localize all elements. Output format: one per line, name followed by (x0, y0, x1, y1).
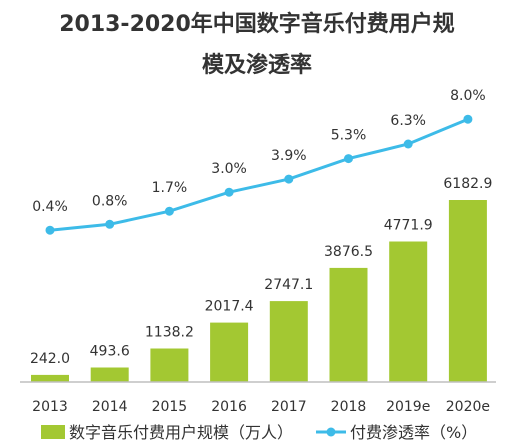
legend: 数字音乐付费用户规模（万人） 付费渗透率（%） (41, 423, 477, 442)
line-value-labels: 0.4% 0.8% 1.7% 3.0% 3.9% 5.3% 6.3% 8.0% (32, 88, 485, 215)
bar-2013 (31, 374, 69, 382)
bar-value-label-2015: 1138.2 (145, 325, 194, 341)
legend-line-label: 付费渗透率（%） (350, 423, 477, 442)
chart-title-line-1: 2013-2020年中国数字音乐付费用户规 (59, 11, 455, 37)
line-value-label-2016: 3.0% (211, 161, 247, 177)
line-path (49, 117, 469, 232)
legend-line-marker (326, 427, 336, 437)
line-value-label-2017: 3.9% (271, 148, 307, 164)
bar-2018 (329, 267, 368, 382)
bar-value-label-2016: 2017.4 (205, 299, 254, 315)
line-point-2018 (344, 154, 353, 164)
line-value-label-2018: 5.3% (331, 128, 367, 144)
line-value-label-2013: 0.4% (32, 199, 68, 215)
line-value-label-2019e: 6.3% (390, 113, 426, 129)
bar-2020e (448, 200, 487, 382)
x-tick-label-2015: 2015 (152, 399, 188, 415)
line-value-label-2014: 0.8% (92, 193, 128, 209)
bar-value-label-2019e: 4771.9 (384, 218, 433, 234)
bar-2014 (90, 367, 129, 382)
bar-value-labels: 242.0 493.6 1138.2 2017.4 2747.1 3876.5 4771.9… (30, 176, 492, 367)
line-point-2013 (45, 225, 55, 235)
line-point-2014 (105, 219, 115, 229)
line-point-2016 (224, 187, 234, 197)
line-point-2020e (463, 114, 473, 124)
line-value-label-2015: 1.7% (152, 180, 188, 196)
x-axis-tick-labels: 2013 2014 2015 2016 2017 2018 2019e 2020e (32, 399, 490, 415)
line-point-2017 (284, 174, 294, 184)
x-tick-label-2019e: 2019e (386, 399, 430, 415)
x-tick-label-2020e: 2020e (446, 399, 490, 415)
line-point-2019e (403, 139, 413, 149)
bar-value-label-2017: 2747.1 (264, 277, 313, 293)
bar-value-label-2020e: 6182.9 (443, 176, 492, 192)
line-point-2015 (164, 206, 174, 216)
line-value-label-2020e: 8.0% (450, 88, 486, 104)
bar-2016 (210, 322, 249, 382)
line-series (45, 114, 473, 235)
bar-value-label-2018: 3876.5 (324, 244, 373, 260)
bar-2015 (150, 348, 189, 382)
x-tick-label-2014: 2014 (92, 399, 128, 415)
bar-value-label-2014: 493.6 (90, 344, 130, 360)
x-tick-label-2018: 2018 (331, 399, 367, 415)
legend-bar-label: 数字音乐付费用户规模（万人） (69, 423, 293, 442)
x-tick-label-2016: 2016 (211, 399, 247, 415)
bar-value-label-2013: 242.0 (30, 351, 70, 367)
bar-series (31, 200, 487, 382)
bar-2017 (269, 301, 308, 382)
legend-bar-swatch (41, 425, 65, 439)
x-tick-label-2013: 2013 (32, 399, 68, 415)
bar-2019e (389, 241, 428, 382)
chart-title-line-2: 模及渗透率 (202, 52, 312, 78)
x-tick-label-2017: 2017 (271, 399, 307, 415)
